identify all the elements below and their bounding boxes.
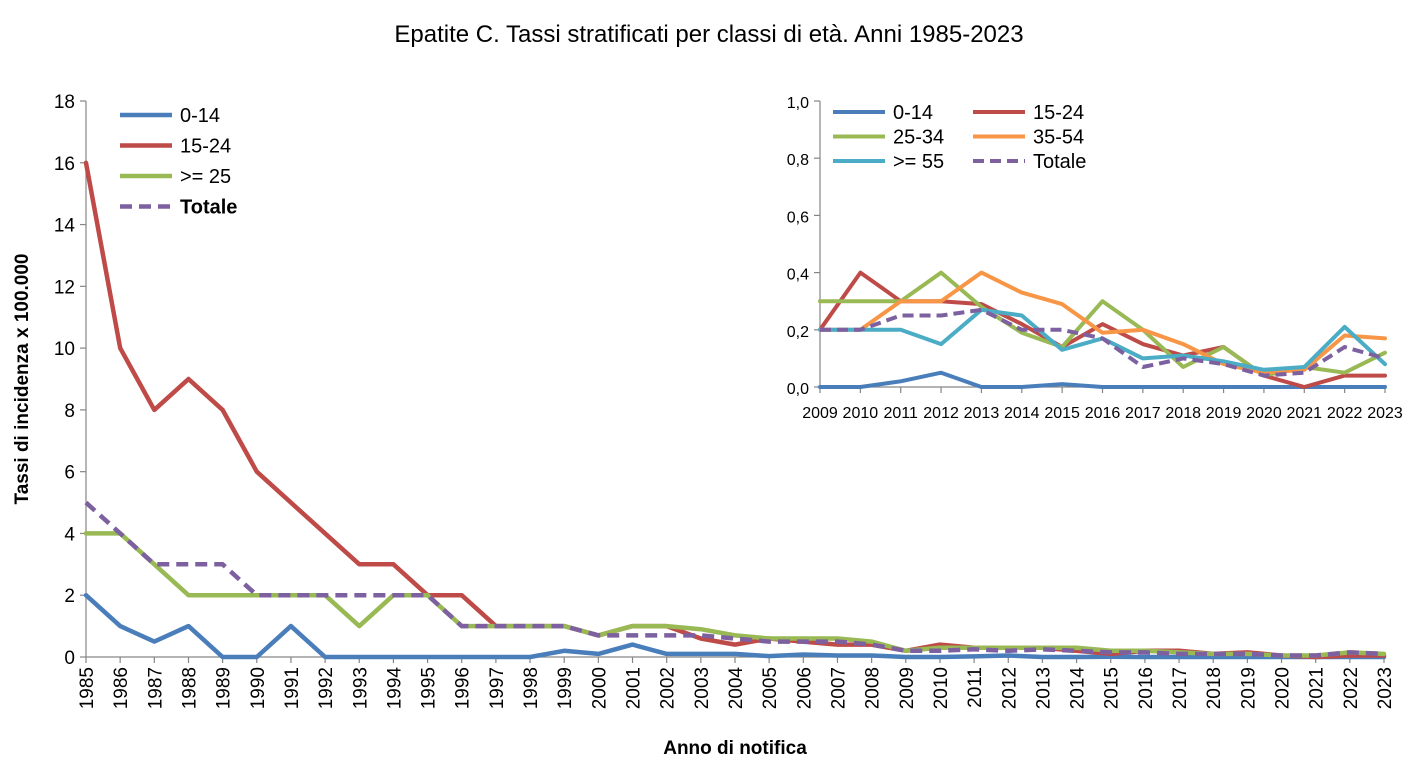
x-axis-title: Anno di notifica bbox=[663, 738, 807, 759]
y-tick-label: 18 bbox=[54, 92, 75, 113]
x-tick-label: 2020 bbox=[1273, 667, 1294, 709]
legend-label-25-34: 25-34 bbox=[893, 127, 944, 149]
y-tick-label: 0,0 bbox=[787, 381, 809, 398]
series-line-0-14 bbox=[83, 592, 1387, 660]
x-tick-label: 2013 bbox=[1033, 667, 1054, 709]
x-tick-label: 2016 bbox=[1136, 667, 1157, 709]
x-tick-label: 1990 bbox=[248, 667, 269, 709]
x-tick-label: 2021 bbox=[1307, 667, 1328, 709]
y-tick-label: 8 bbox=[64, 401, 75, 422]
x-tick-label: 1986 bbox=[111, 667, 132, 709]
x-tick-label: 2018 bbox=[1204, 667, 1225, 709]
y-tick-label: 16 bbox=[54, 154, 75, 175]
y-tick-label: 0 bbox=[64, 648, 75, 669]
y-tick-label: 0,2 bbox=[787, 324, 809, 341]
x-tick-label: 2019 bbox=[1238, 667, 1259, 709]
x-tick-label: 2001 bbox=[624, 667, 645, 709]
legend-label-ge-55: >= 55 bbox=[893, 151, 944, 173]
y-tick-label: 6 bbox=[64, 463, 75, 484]
y-tick-label: 14 bbox=[54, 216, 76, 237]
x-tick-label: 2023 bbox=[1375, 667, 1396, 709]
y-tick-label: 0,8 bbox=[787, 152, 809, 169]
x-tick-label: 2022 bbox=[1327, 405, 1363, 422]
y-tick-label: 4 bbox=[64, 524, 75, 545]
x-tick-label: 2009 bbox=[897, 667, 918, 709]
y-tick-label: 0,6 bbox=[787, 209, 809, 226]
x-tick-label: 2012 bbox=[923, 405, 959, 422]
x-tick-label: 1992 bbox=[316, 667, 337, 709]
y-tick-label: 1,0 bbox=[787, 95, 809, 112]
legend-label-0-14: 0-14 bbox=[180, 105, 220, 127]
x-tick-label: 2009 bbox=[802, 405, 838, 422]
y-tick-label: 0,4 bbox=[787, 267, 809, 284]
x-tick-label: 2011 bbox=[965, 667, 986, 708]
x-tick-label: 1999 bbox=[555, 667, 576, 709]
x-tick-label: 1985 bbox=[77, 667, 98, 709]
x-tick-label: 2022 bbox=[1341, 667, 1362, 709]
x-tick-label: 2017 bbox=[1170, 667, 1191, 709]
x-tick-label: 2010 bbox=[931, 667, 952, 709]
x-tick-label: 2002 bbox=[658, 667, 679, 709]
main-plot: 0 2 4 6 8 10 12 14 16 18 1985 1986 1987 1988 1989 1990 1… bbox=[12, 92, 1396, 759]
y-tick-label: 2 bbox=[64, 586, 75, 607]
x-tick-label: 1998 bbox=[521, 667, 542, 709]
x-tick-label: 1996 bbox=[453, 667, 474, 709]
x-tick-label: 1995 bbox=[419, 667, 440, 709]
legend-label-15-24: 15-24 bbox=[1033, 102, 1084, 124]
x-tick-label: 1987 bbox=[145, 667, 166, 709]
x-tick-label: 2023 bbox=[1367, 405, 1403, 422]
x-tick-label: 1997 bbox=[487, 667, 508, 709]
legend-label-ge-25: >= 25 bbox=[180, 166, 231, 188]
x-tick-label: 2014 bbox=[1004, 405, 1040, 422]
x-tick-label: 2014 bbox=[1068, 667, 1089, 710]
x-tick-label: 1994 bbox=[384, 667, 405, 710]
legend-label-15-24: 15-24 bbox=[180, 136, 231, 158]
x-tick-label: 2006 bbox=[794, 667, 815, 709]
x-tick-label: 2013 bbox=[964, 405, 1000, 422]
x-tick-label: 1989 bbox=[214, 667, 235, 709]
legend-label-35-54: 35-54 bbox=[1033, 127, 1084, 149]
y-tick-label: 10 bbox=[54, 339, 75, 360]
x-tick-label: 2008 bbox=[863, 667, 884, 709]
x-tick-label: 2015 bbox=[1102, 667, 1123, 709]
x-tick-label: 2004 bbox=[726, 667, 747, 710]
series-line-totale bbox=[84, 500, 1385, 658]
x-tick-label: 1993 bbox=[350, 667, 371, 709]
x-tick-label: 2000 bbox=[589, 667, 610, 709]
series-line-totale bbox=[820, 307, 1386, 378]
series-line-0-14 bbox=[818, 370, 1387, 389]
x-tick-label: 2011 bbox=[884, 405, 919, 422]
x-tick-label: 2015 bbox=[1044, 405, 1080, 422]
x-tick-label: 2019 bbox=[1206, 405, 1242, 422]
x-tick-label: 2021 bbox=[1286, 405, 1322, 422]
x-tick-label: 2017 bbox=[1125, 405, 1161, 422]
x-tick-label: 2010 bbox=[843, 405, 879, 422]
x-tick-label: 2003 bbox=[692, 667, 713, 709]
y-tick-label: 12 bbox=[54, 277, 75, 298]
legend-label-totale: Totale bbox=[180, 197, 237, 219]
x-tick-label: 1988 bbox=[179, 667, 200, 709]
x-tick-label: 2018 bbox=[1165, 405, 1201, 422]
x-tick-label: 2007 bbox=[828, 667, 849, 709]
legend-label-totale: Totale bbox=[1033, 151, 1086, 173]
x-tick-label: 2020 bbox=[1246, 405, 1282, 422]
x-tick-label: 2012 bbox=[999, 667, 1020, 709]
x-tick-label: 2016 bbox=[1085, 405, 1121, 422]
x-tick-label: 1991 bbox=[282, 667, 303, 709]
chart-title: Epatite C. Tassi stratificati per classi… bbox=[394, 21, 1023, 48]
series-line-35-54 bbox=[818, 270, 1387, 375]
legend-label-0-14: 0-14 bbox=[893, 102, 933, 124]
x-tick-label: 2005 bbox=[760, 667, 781, 709]
y-axis-title: Tassi di incidenza x 100.000 bbox=[12, 254, 33, 505]
